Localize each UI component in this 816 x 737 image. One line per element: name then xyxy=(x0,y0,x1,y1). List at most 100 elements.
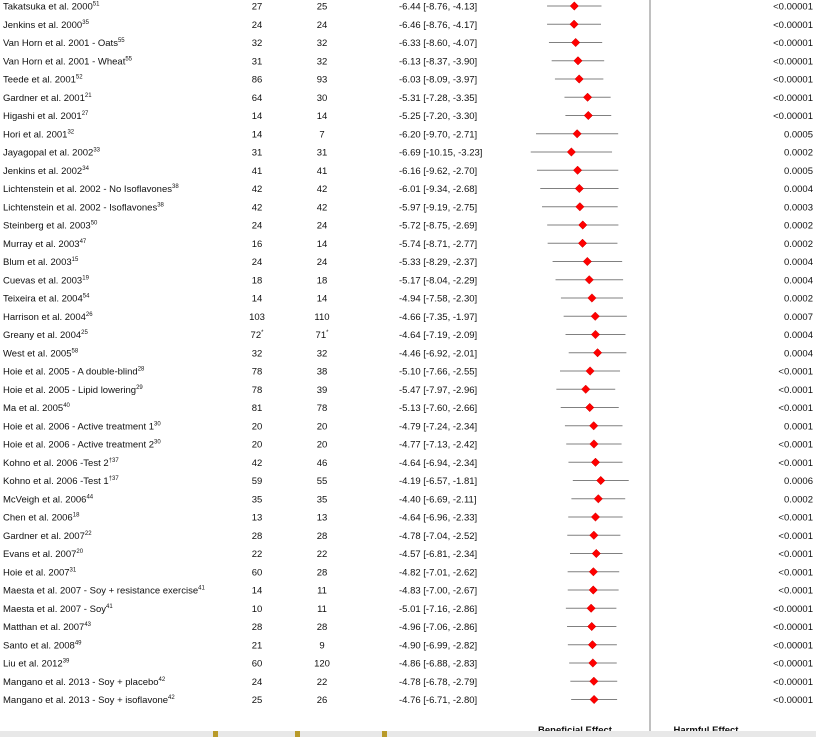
effect-marker xyxy=(585,366,595,376)
n-control: 11 xyxy=(317,604,327,615)
n-control-value: 35 xyxy=(317,494,328,505)
n-control-value: 38 xyxy=(317,367,328,378)
p-value: 0.0006 xyxy=(784,476,813,487)
effect-marker xyxy=(587,621,597,632)
n-control: 38 xyxy=(317,367,328,378)
n-treatment: 27 xyxy=(252,2,263,13)
p-value: <0.00001 xyxy=(773,604,813,615)
n-control: 13 xyxy=(317,513,328,524)
effect-ci-label: -5.72 [-8.75, -2.69] xyxy=(399,221,477,232)
study-reference: 51 xyxy=(93,2,100,8)
study-row: Higashi et al. 200127 14 14 -5.25 [-7.20, -… xyxy=(3,110,813,122)
n-treatment-value: 103 xyxy=(249,312,265,323)
effect-marker xyxy=(572,129,582,139)
n-treatment-value: 32 xyxy=(252,38,263,49)
effect-marker xyxy=(583,92,593,102)
study-row: Blum et al. 200315 24 24 -5.33 [-8.29, -2.3… xyxy=(3,256,813,268)
n-control-value: 11 xyxy=(317,604,327,615)
n-control-value: 71 xyxy=(316,330,327,341)
n-treatment: 24 xyxy=(252,20,263,31)
n-control: 32 xyxy=(317,38,328,49)
n-control-value: 13 xyxy=(317,513,328,524)
p-value: <0.00001 xyxy=(773,695,813,706)
study-name-text: Maesta et al. 2007 - Soy xyxy=(3,604,106,615)
n-control: 25 xyxy=(317,2,328,13)
study-row: Kohno et al. 2006 -Test 1†37 59 55 -4.19 [-… xyxy=(3,475,813,487)
n-control: 31 xyxy=(317,148,328,159)
effect-marker xyxy=(574,183,584,194)
study-name-text: Gardner et al. 2007 xyxy=(3,531,85,542)
effect-marker xyxy=(589,421,599,431)
n-control: 26 xyxy=(317,695,328,706)
n-control-value: 20 xyxy=(317,440,328,451)
study-reference: 18 xyxy=(73,513,80,519)
effect-ci-label: -4.64 [-6.96, -2.33] xyxy=(399,513,477,524)
n-treatment: 42 xyxy=(252,202,263,213)
p-value: <0.00001 xyxy=(773,75,813,86)
p-value: <0.00001 xyxy=(773,93,813,104)
effect-ci-label: -5.33 [-8.29, -2.37] xyxy=(399,257,477,268)
effect-marker xyxy=(589,439,599,449)
study-name: Hori et al. 200132 xyxy=(3,129,75,140)
effect-ci-label: -5.31 [-7.28, -3.35] xyxy=(399,93,477,104)
n-control: 42 xyxy=(317,184,328,195)
n-control-value: 42 xyxy=(317,202,328,213)
study-name: Liu et al. 201239 xyxy=(3,659,70,670)
study-name-text: McVeigh et al. 2006 xyxy=(3,494,86,505)
study-name: Takatsuka et al. 200051 xyxy=(3,2,100,13)
n-treatment-value: 14 xyxy=(252,129,263,140)
effect-marker xyxy=(578,238,588,248)
study-row: Santo et al. 200849 21 9 -4.90 [-6.99, -2.8… xyxy=(3,640,813,651)
n-treatment: 28 xyxy=(252,531,263,542)
n-treatment: 78 xyxy=(252,367,263,378)
effect-marker xyxy=(590,329,601,340)
study-name: Matthan et al. 200743 xyxy=(3,622,92,633)
effect-marker xyxy=(588,658,598,668)
effect-marker xyxy=(589,694,599,705)
n-control-value: 120 xyxy=(314,659,330,670)
study-name: Van Horn et al. 2001 - Oats55 xyxy=(3,38,125,49)
effect-ci-label: -4.64 [-7.19, -2.09] xyxy=(399,330,477,341)
effect-ci-label: -6.13 [-8.37, -3.90] xyxy=(399,56,477,67)
n-treatment: 35 xyxy=(252,494,263,505)
n-control: 14 xyxy=(317,239,328,250)
study-row: Greany et al. 200425 72* 71* -4.64 [-7.19, … xyxy=(3,329,813,341)
study-name-text: Hoie et al. 2005 - A double-blind xyxy=(3,367,138,378)
n-treatment: 78 xyxy=(252,385,263,396)
n-control-value: 32 xyxy=(317,348,328,359)
study-name: Blum et al. 200315 xyxy=(3,257,79,268)
n-control-value: 28 xyxy=(317,622,328,633)
effect-ci-label: -6.16 [-9.62, -2.70] xyxy=(399,166,477,177)
n-control: 20 xyxy=(317,440,328,451)
study-name-text: Lichtenstein et al. 2002 - Isoflavones xyxy=(3,202,157,213)
p-value: 0.0005 xyxy=(784,166,813,177)
effect-marker xyxy=(590,457,601,467)
n-control-value: 55 xyxy=(317,476,328,487)
n-treatment: 32 xyxy=(252,348,263,359)
study-name: Jenkins et al. 200234 xyxy=(3,166,90,177)
effect-marker xyxy=(589,530,599,540)
p-value: 0.0001 xyxy=(784,421,813,432)
n-treatment-value: 64 xyxy=(252,93,263,104)
study-name: Lichtenstein et al. 2002 - No Isoflavone… xyxy=(3,184,179,195)
n-control: 24 xyxy=(317,221,328,232)
study-name: Greany et al. 200425 xyxy=(3,330,89,341)
effect-marker xyxy=(573,56,583,66)
study-row: Jenkins et al. 200234 41 41 -6.16 [-9.62, -… xyxy=(3,165,813,177)
study-row: Lichtenstein et al. 2002 - No Isoflavone… xyxy=(3,183,813,195)
study-name-text: Hoie et al. 2006 - Active treatment 2 xyxy=(3,440,154,451)
n-treatment-value: 60 xyxy=(252,659,263,670)
study-name-text: Teede et al. 2001 xyxy=(3,75,76,86)
n-control: 41 xyxy=(317,166,328,177)
n-treatment: 60 xyxy=(252,659,263,670)
study-name-text: Jenkins et al. 2000 xyxy=(3,20,82,31)
n-treatment-value: 18 xyxy=(252,275,263,286)
n-treatment-value: 14 xyxy=(252,111,263,122)
study-reference: †37 xyxy=(109,476,120,482)
effect-marker xyxy=(574,74,584,84)
study-reference: 31 xyxy=(70,567,77,573)
n-treatment: 31 xyxy=(252,148,263,159)
n-treatment-value: 24 xyxy=(252,677,263,688)
study-reference: 21 xyxy=(85,93,92,99)
n-treatment-value: 35 xyxy=(252,494,263,505)
